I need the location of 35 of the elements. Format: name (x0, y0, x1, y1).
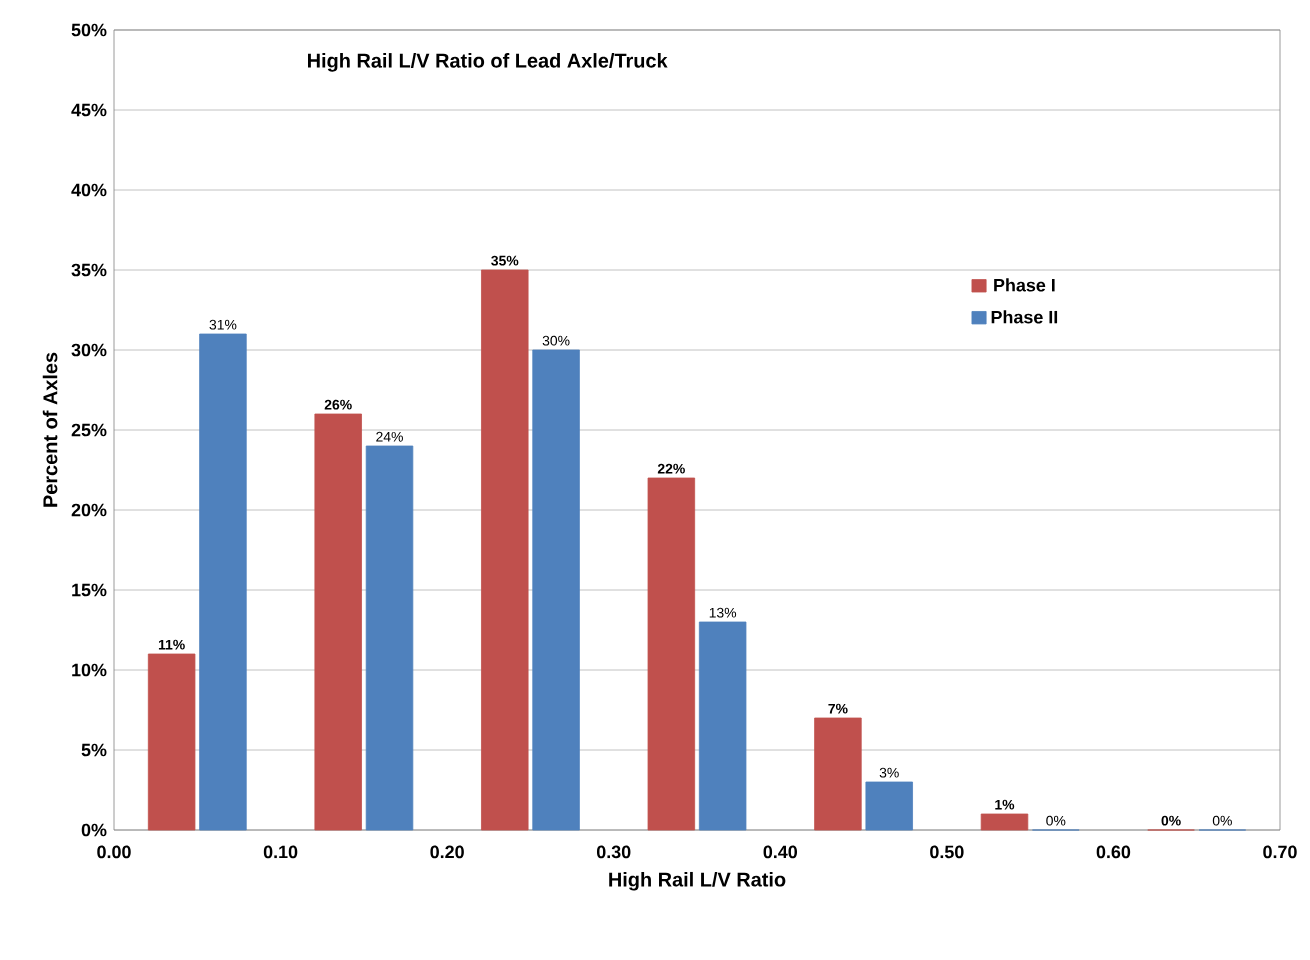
bar (314, 413, 362, 831)
bar (532, 349, 580, 831)
bar (814, 717, 862, 831)
y-tick-label: 30% (71, 343, 107, 357)
y-tick-label: 40% (71, 183, 107, 197)
x-tick-label: 0.60 (1096, 845, 1131, 859)
x-tick-label: 0.50 (930, 845, 964, 859)
x-tick-label: 0.40 (763, 845, 798, 859)
text: High Rail L/V Ratio of Lead Axle/Truck (308, 53, 668, 72)
x-tick-label: 0.00 (97, 845, 131, 859)
bar (865, 781, 913, 831)
y-tick-label: 45% (71, 103, 107, 117)
bar (481, 269, 529, 831)
y-tick-label: 20% (71, 503, 107, 517)
y-axis-title: Percent of Axles (42, 352, 58, 507)
y-tick-label: 0% (81, 823, 107, 837)
x-tick-label: 0.70 (1263, 845, 1297, 859)
bar (980, 813, 1029, 831)
bar (647, 477, 696, 831)
bar (147, 653, 196, 831)
x-tick-label: 0.20 (430, 845, 464, 859)
legend-label: Phase I (994, 278, 1055, 292)
y-tick-label: 25% (71, 423, 107, 437)
legend-label: Phase II (991, 310, 1058, 324)
y-tick-label: 50% (71, 23, 107, 37)
x-axis-title: High Rail L/V Ratio (609, 871, 786, 891)
bar (698, 621, 747, 831)
bar (199, 333, 247, 831)
y-tick-label: 15% (72, 583, 107, 597)
x-tick-label: 0.30 (596, 845, 631, 859)
y-tick-label: 5% (81, 743, 107, 757)
y-tick-label: 10% (72, 663, 107, 677)
x-tick-label: 0.10 (263, 845, 298, 859)
bar (365, 445, 414, 831)
y-tick-label: 35% (71, 263, 107, 277)
